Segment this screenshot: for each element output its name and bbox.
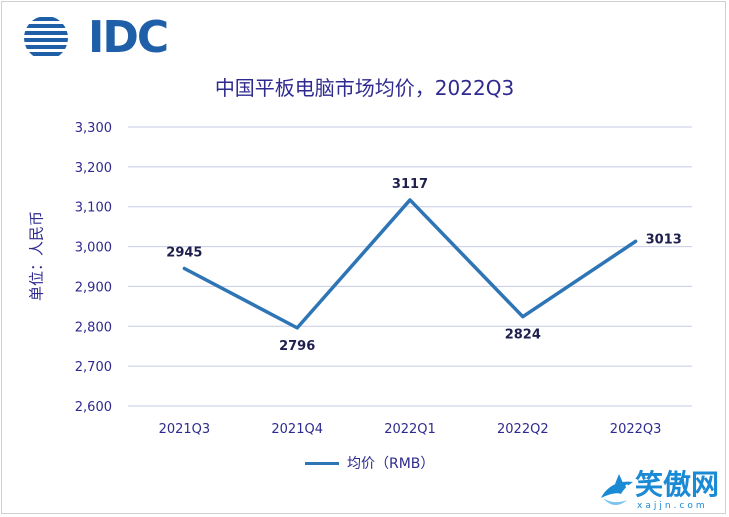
idc-globe-icon — [24, 17, 68, 56]
legend: 均价（RMB） — [305, 453, 434, 473]
idc-logo: IDC — [22, 12, 169, 63]
data-point — [408, 198, 412, 202]
data-point — [295, 326, 299, 330]
y-tick-label: 3,000 — [75, 241, 112, 256]
x-tick-label: 2021Q3 — [159, 422, 211, 437]
data-point — [521, 315, 525, 319]
chart-title: 中国平板电脑市场均价，2022Q3 — [214, 76, 515, 100]
data-label: 3117 — [392, 177, 428, 192]
data-label: 2945 — [166, 245, 202, 260]
x-tick-label: 2021Q4 — [271, 422, 323, 437]
shark-icon — [601, 474, 633, 505]
data-label: 3013 — [646, 232, 682, 247]
y-tick-label: 3,200 — [75, 161, 112, 176]
x-tick-label: 2022Q1 — [384, 422, 436, 437]
y-tick-label: 3,100 — [75, 201, 112, 216]
watermark-subtext: xajjn.com — [637, 501, 708, 511]
y-tick-label: 2,800 — [75, 320, 112, 335]
logo-text: IDC — [88, 12, 169, 63]
data-point — [634, 239, 638, 243]
legend-label: 均价（RMB） — [347, 456, 435, 472]
y-tick-label: 3,300 — [75, 121, 112, 136]
data-label: 2824 — [505, 328, 541, 343]
data-point — [182, 266, 186, 270]
y-tick-label: 2,600 — [75, 400, 112, 415]
x-tick-label: 2022Q3 — [610, 422, 662, 437]
watermark-text: 笑傲网 — [635, 468, 720, 501]
data-label: 2796 — [279, 339, 315, 354]
legend-swatch — [305, 461, 339, 465]
watermark: 笑傲网 xajjn.com — [597, 468, 723, 512]
x-tick-label: 2022Q2 — [497, 422, 549, 437]
y-tick-label: 2,700 — [75, 360, 112, 375]
series-line — [182, 198, 638, 330]
y-tick-label: 2,900 — [75, 280, 112, 295]
